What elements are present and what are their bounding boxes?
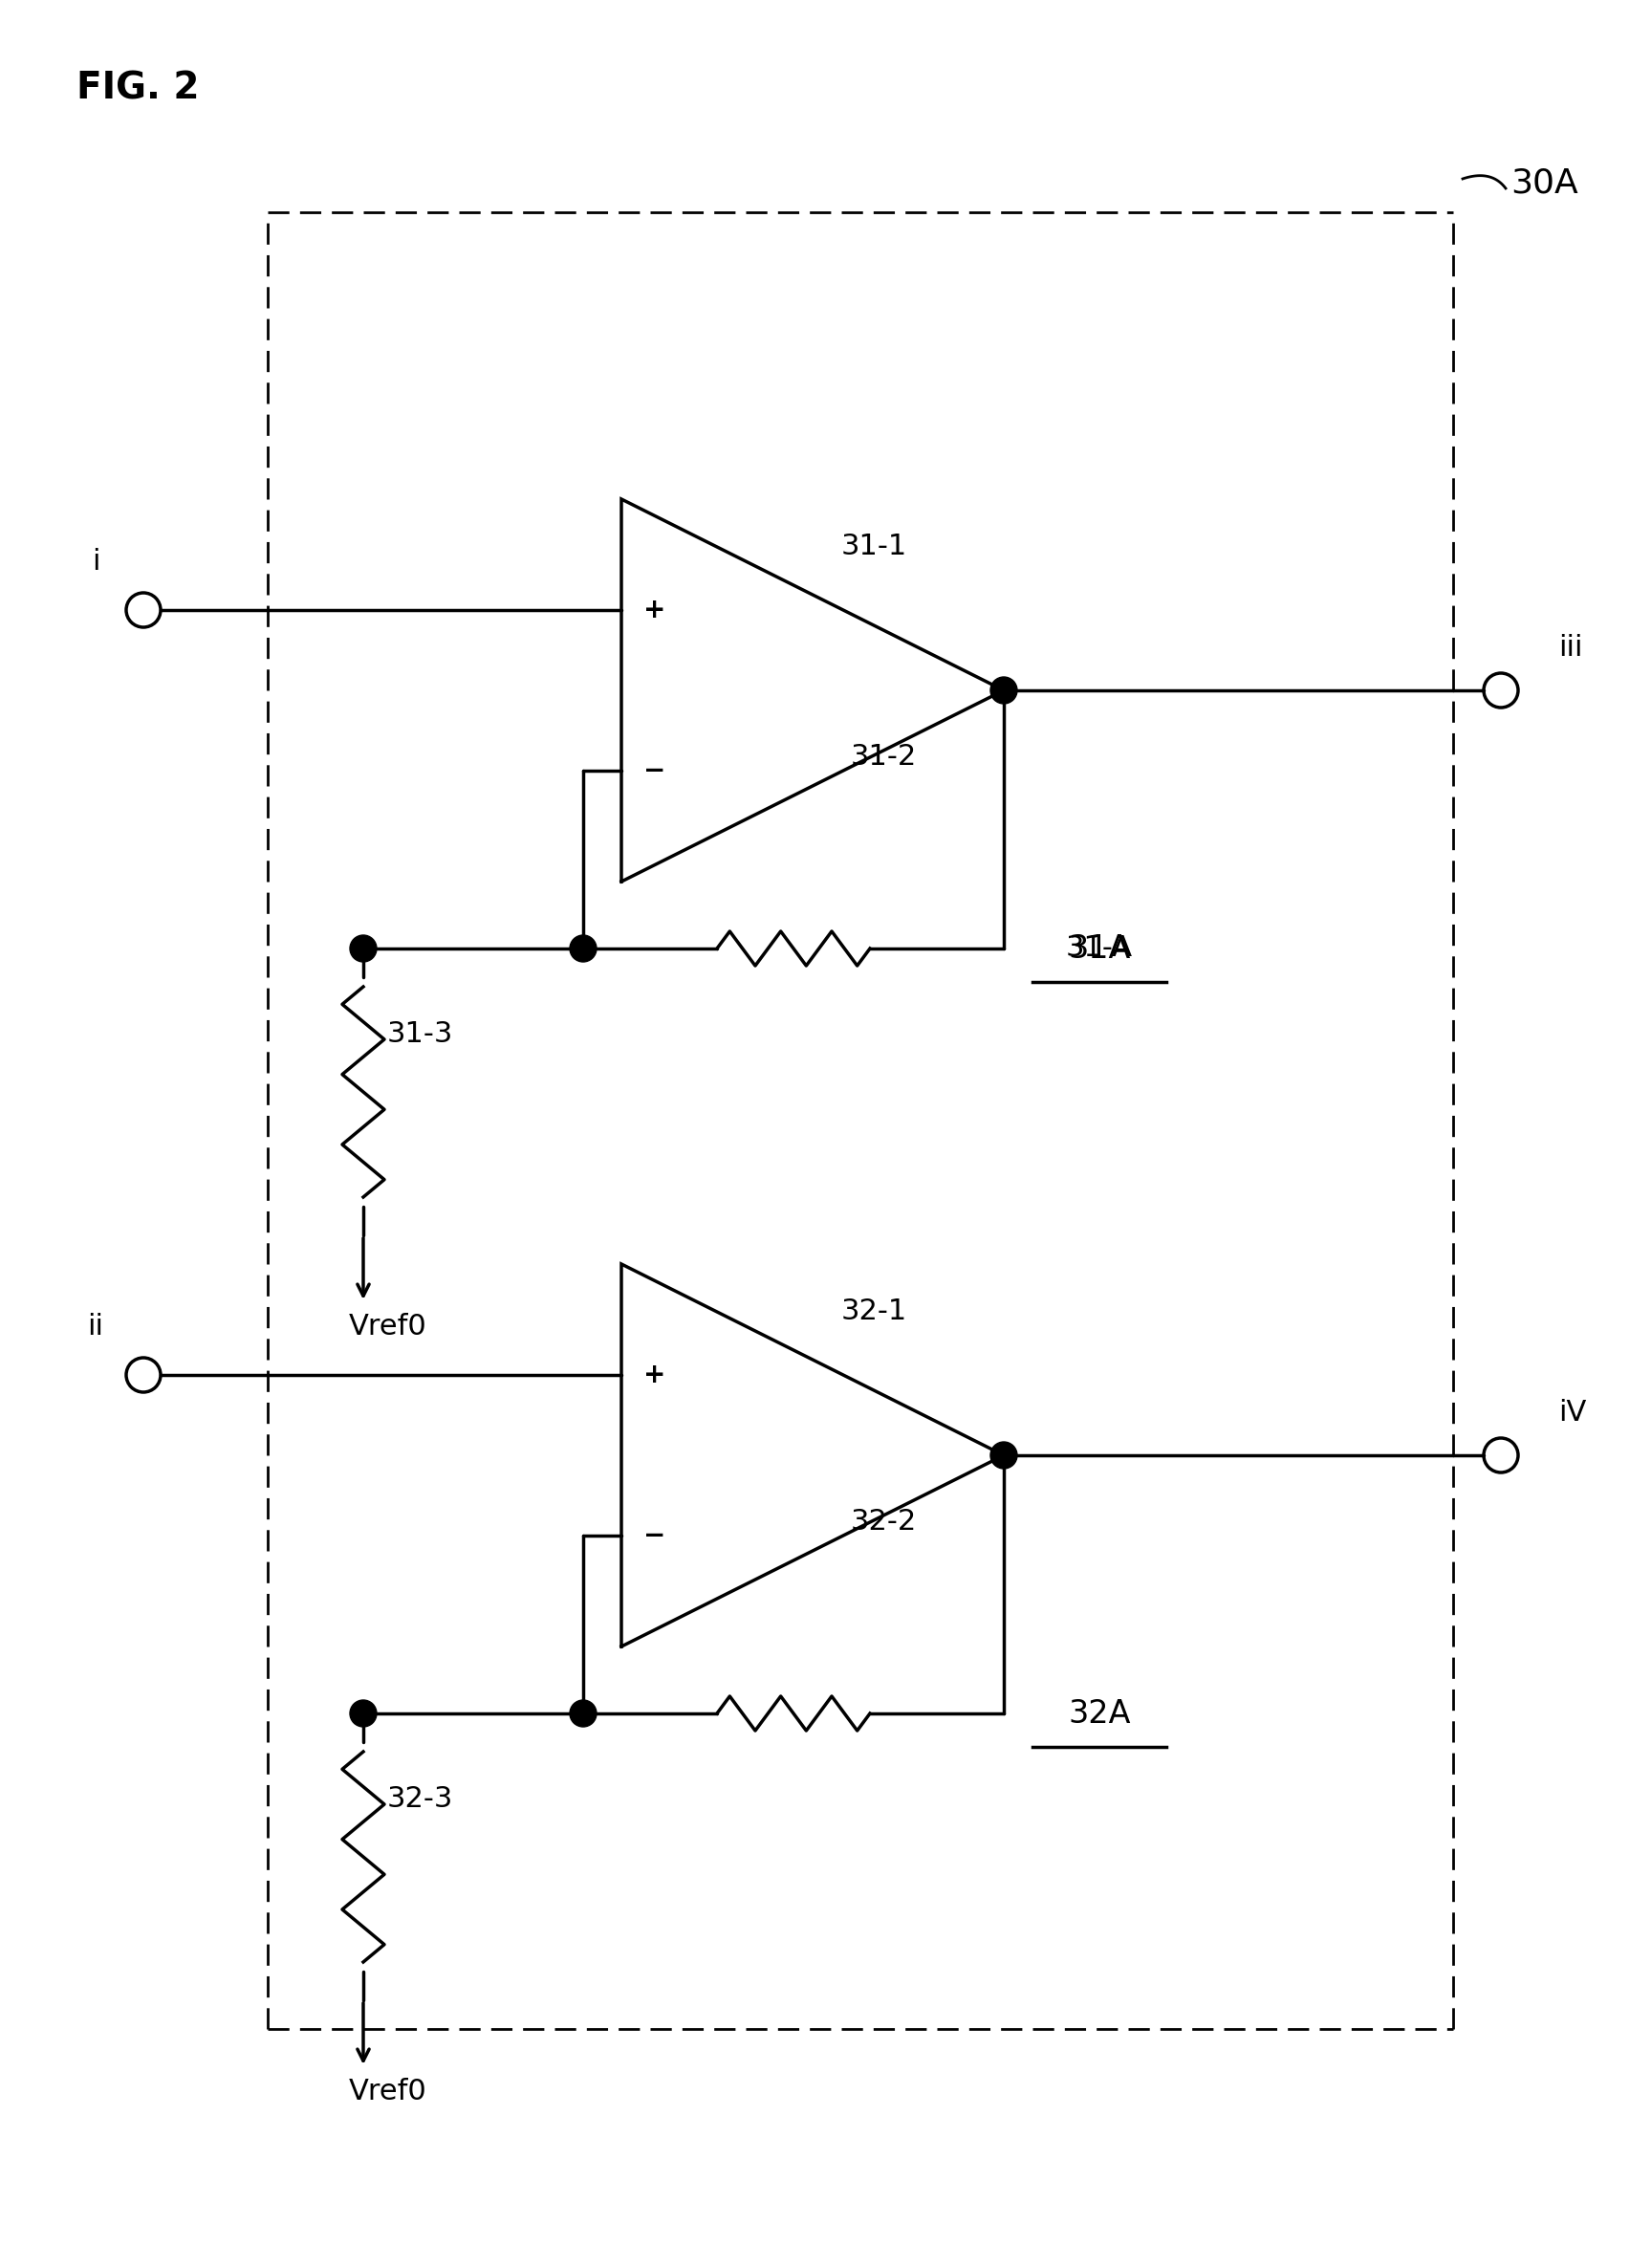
Text: −: − bbox=[644, 1522, 665, 1549]
Circle shape bbox=[570, 934, 596, 962]
Circle shape bbox=[991, 1442, 1017, 1470]
Text: iii: iii bbox=[1559, 633, 1583, 662]
Text: 31-2: 31-2 bbox=[850, 744, 916, 771]
Text: Vref0: Vref0 bbox=[348, 1313, 428, 1340]
Text: 32-2: 32-2 bbox=[850, 1508, 916, 1535]
Text: +: + bbox=[644, 596, 665, 624]
Text: 31-1: 31-1 bbox=[842, 533, 908, 560]
Text: FIG. 2: FIG. 2 bbox=[76, 70, 200, 107]
Circle shape bbox=[991, 676, 1017, 703]
Text: Vref0: Vref0 bbox=[348, 2077, 428, 2105]
Text: ii: ii bbox=[88, 1313, 104, 1340]
Text: i: i bbox=[91, 549, 99, 576]
Text: 31-3: 31-3 bbox=[388, 1021, 454, 1048]
Text: 32A: 32A bbox=[1068, 1699, 1131, 1728]
Text: 32-1: 32-1 bbox=[842, 1297, 908, 1327]
Text: 31-A: 31-A bbox=[1067, 934, 1133, 962]
Text: 30A: 30A bbox=[1511, 168, 1578, 200]
Text: iV: iV bbox=[1559, 1399, 1587, 1427]
Circle shape bbox=[350, 934, 376, 962]
Text: 32-3: 32-3 bbox=[388, 1785, 454, 1814]
Text: +: + bbox=[644, 1361, 665, 1388]
Circle shape bbox=[350, 1701, 376, 1726]
Text: −: − bbox=[644, 758, 665, 785]
Circle shape bbox=[570, 1701, 596, 1726]
Text: 31A: 31A bbox=[1068, 932, 1131, 964]
